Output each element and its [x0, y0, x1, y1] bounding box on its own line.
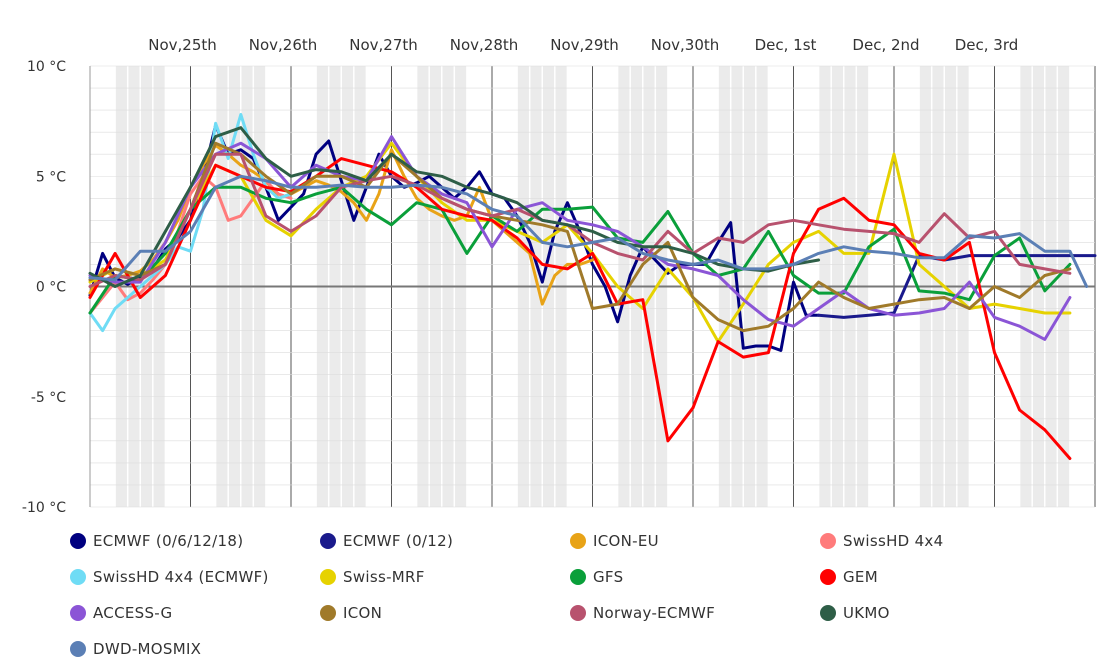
y-tick-label: 10 °C — [27, 59, 66, 75]
x-day-label: Dec, 3rd — [955, 36, 1019, 54]
series-line-dwd-mosmix — [88, 174, 1089, 288]
legend-item[interactable]: ICON-EU — [570, 530, 659, 552]
series-line-gfs — [88, 185, 1072, 315]
legend-swatch — [70, 605, 86, 621]
legend-item[interactable]: GFS — [570, 566, 623, 588]
x-day-label: Dec, 1st — [755, 36, 817, 54]
series-line-swiss-mrf — [88, 141, 1072, 344]
legend-item[interactable]: UKMO — [820, 602, 890, 624]
x-day-label: Nov,30th — [651, 36, 720, 54]
legend-label: ECMWF (0/12) — [343, 532, 454, 550]
legend-item[interactable]: ECMWF (0/12) — [320, 530, 453, 552]
legend-swatch — [570, 605, 586, 621]
legend-item[interactable]: Swiss-MRF — [320, 566, 425, 588]
legend-label: SwissHD 4x4 — [843, 532, 944, 550]
legend-label: ICON-EU — [593, 532, 659, 550]
x-day-label: Nov,29th — [550, 36, 619, 54]
x-day-label: Nov,25th — [148, 36, 217, 54]
y-axis-ticks: 10 °C 5 °C 0 °C -5 °C -10 °C — [22, 59, 66, 516]
legend-label: Norway-ECMWF — [593, 604, 716, 622]
y-tick-label: -10 °C — [22, 500, 66, 516]
legend-swatch — [70, 641, 86, 657]
series-line-ukmo — [88, 126, 821, 288]
legend-item[interactable]: ICON — [320, 602, 382, 624]
legend-item[interactable]: ACCESS-G — [70, 602, 172, 624]
legend-label: GEM — [843, 568, 878, 586]
legend-swatch — [570, 569, 586, 585]
series-line-ecmwf-0-12 — [817, 254, 1097, 319]
x-day-label: Nov,26th — [249, 36, 318, 54]
legend-label: ECMWF (0/6/12/18) — [93, 532, 244, 550]
legend-swatch — [820, 569, 836, 585]
legend-item[interactable]: DWD-MOSMIX — [70, 638, 201, 660]
legend-swatch — [320, 533, 336, 549]
legend-swatch — [570, 533, 586, 549]
x-day-label: Nov,27th — [349, 36, 418, 54]
legend-label: Swiss-MRF — [343, 568, 425, 586]
legend-swatch — [320, 605, 336, 621]
y-tick-label: 0 °C — [36, 280, 66, 296]
series-line-access-g — [88, 135, 1072, 341]
legend-swatch — [70, 533, 86, 549]
legend-item[interactable]: ECMWF (0/6/12/18) — [70, 530, 243, 552]
legend-label: DWD-MOSMIX — [93, 640, 202, 658]
legend-label: UKMO — [843, 604, 890, 622]
legend-swatch — [820, 533, 836, 549]
legend-item[interactable]: Norway-ECMWF — [570, 602, 715, 624]
legend-label: ICON — [343, 604, 383, 622]
legend-label: SwissHD 4x4 (ECMWF) — [93, 568, 269, 586]
legend-swatch — [70, 569, 86, 585]
legend-label: ACCESS-G — [93, 604, 173, 622]
x-axis-ticks: Nov,25th Nov,26th Nov,27th Nov,28th Nov,29th… — [148, 36, 1018, 54]
legend-swatch — [320, 569, 336, 585]
y-tick-label: 5 °C — [36, 169, 66, 185]
series-lines — [88, 113, 1097, 460]
series-line-icon — [88, 141, 1072, 333]
series-line-norway-ecmwf — [88, 152, 1072, 288]
legend-swatch — [820, 605, 836, 621]
series-line-swisshd-4x4-ecmwf — [88, 113, 293, 333]
legend-item[interactable]: SwissHD 4x4 (ECMWF) — [70, 566, 269, 588]
y-tick-label: -5 °C — [31, 390, 66, 406]
legend-label: GFS — [593, 568, 624, 586]
legend-item[interactable]: GEM — [820, 566, 878, 588]
legend-item[interactable]: SwissHD 4x4 — [820, 530, 943, 552]
x-day-label: Nov,28th — [450, 36, 519, 54]
x-day-label: Dec, 2nd — [852, 36, 919, 54]
